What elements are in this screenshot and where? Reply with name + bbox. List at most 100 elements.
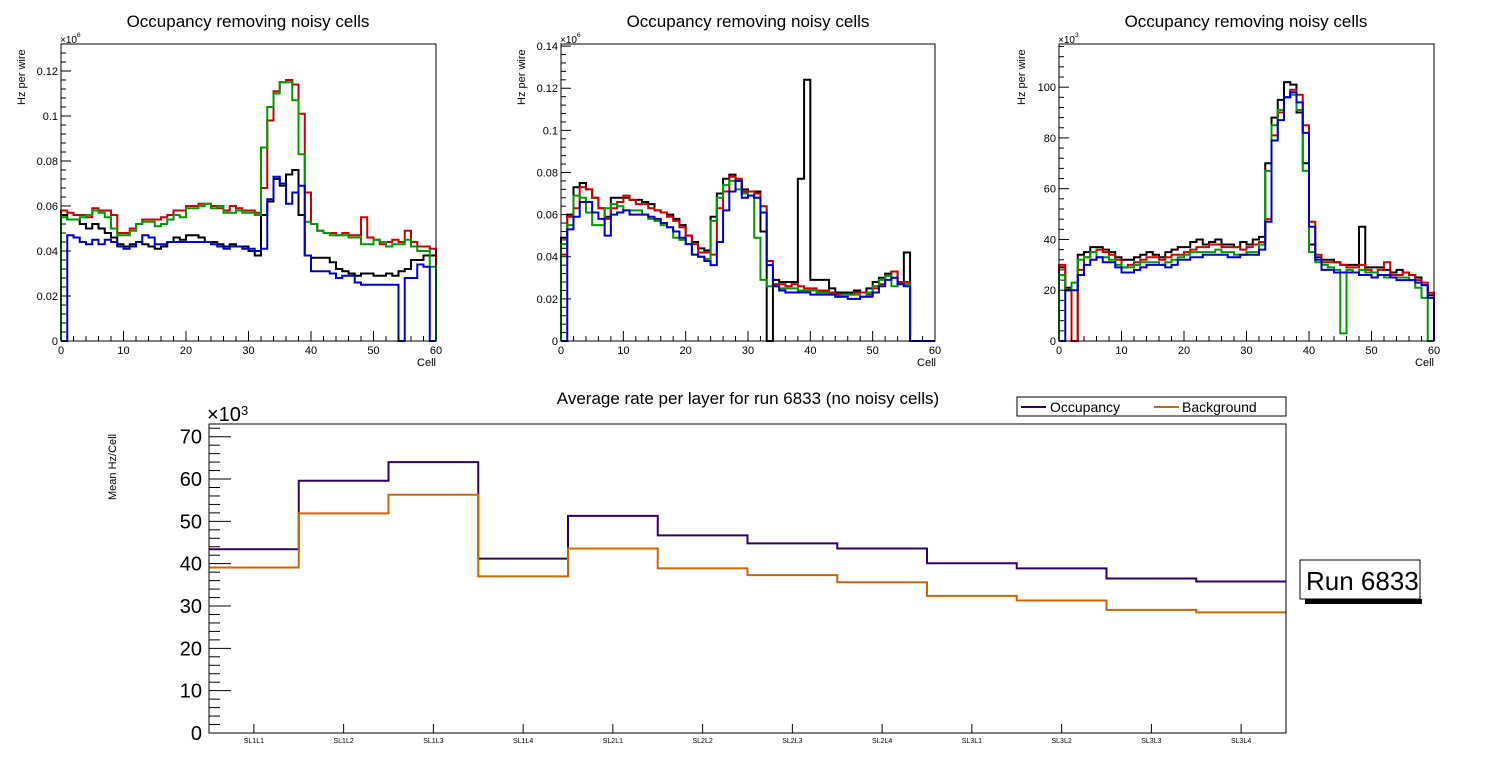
panel-2-x-tick-label: 20 [680, 345, 692, 357]
panel-2-y-tick-label: 0.06 [537, 210, 558, 222]
average-rate-y-multiplier: ×103 [207, 403, 248, 426]
average-rate-category-label: SL3L1 [962, 738, 982, 745]
panel-2-series-red [560, 175, 935, 342]
panel-1-y-tick-label: 0.06 [37, 201, 58, 213]
average-rate-category-label: SL3L2 [1052, 738, 1072, 745]
panel-1-x-tick-label: 0 [58, 345, 64, 357]
panel-3-y-tick-label: 0 [1050, 336, 1056, 348]
average-rate-category-label: SL1L3 [423, 738, 443, 745]
panel-1-x-tick-label: 40 [305, 345, 317, 357]
panel-1-series-black [60, 169, 437, 341]
panel-1-series-blue [61, 175, 436, 342]
average-rate-y-tick-label: 50 [180, 511, 202, 533]
panel-3-series-red [1058, 88, 1435, 342]
average-rate-category-label: SL3L4 [1231, 738, 1251, 745]
panel-3-y-tick-label: 100 [1038, 82, 1056, 94]
panel-1-series-red [60, 79, 437, 341]
panel-2-y-tick-label: 0.12 [537, 83, 558, 95]
panel-1-y-tick-label: 0.02 [37, 291, 58, 303]
average-rate-title: Average rate per layer for run 6833 (no … [557, 389, 939, 408]
panel-3-series-blue [1059, 91, 1435, 342]
panel-2-y-tick-label: 0.04 [537, 252, 558, 264]
panel-1-x-tick-label: 30 [242, 345, 254, 357]
panel-1-y-tick-label: 0.1 [43, 111, 58, 123]
panel-3-y-tick-label: 60 [1044, 184, 1056, 196]
average-rate-category-label: SL1L2 [334, 738, 354, 745]
panel-2-title: Occupancy removing noisy cells [627, 12, 870, 31]
panel-2-x-tick-label: 10 [617, 345, 629, 357]
panel-3-x-tick-label: 60 [1428, 345, 1440, 357]
panel-1-y-tick-label: 0.08 [37, 156, 58, 168]
run-label-frame [1299, 559, 1421, 600]
panel-3-y-tick-label: 20 [1044, 285, 1056, 297]
panel-3-frame [1058, 43, 1435, 342]
panel-3-y-tick-label: 40 [1044, 234, 1056, 246]
average-rate-ylabel: Mean Hz/Cell [107, 434, 119, 500]
panel-occupancy-2: Occupancy removing noisy cells ×106 Hz p… [516, 12, 941, 369]
panel-1-x-tick-label: 50 [367, 345, 379, 357]
panel-3-x-tick-label: 30 [1240, 345, 1252, 357]
average-rate-y-tick-label: 0 [191, 723, 202, 745]
panel-3-series-green [1058, 93, 1434, 342]
panel-3-y-tick-label: 80 [1044, 133, 1056, 145]
average-rate-y-tick-label: 10 [180, 681, 202, 703]
panel-2-y-multiplier: ×106 [560, 32, 581, 46]
panel-3-x-tick-label: 20 [1178, 345, 1190, 357]
panel-3-series-black [1058, 81, 1435, 342]
panel-1-x-tick-label: 20 [180, 345, 192, 357]
panel-1-title: Occupancy removing noisy cells [127, 12, 370, 31]
panel-3-x-tick-label: 40 [1303, 345, 1315, 357]
average-rate-series-occupancy [209, 461, 1286, 583]
run-label: Run 6833 [1306, 566, 1419, 596]
panel-1-y-tick-label: 0.12 [37, 66, 58, 78]
legend-label-background: Background [1182, 399, 1257, 415]
panel-2-ylabel: Hz per wire [516, 49, 528, 105]
average-rate-y-tick-label: 70 [180, 427, 202, 449]
panel-1-series-green [60, 81, 437, 341]
panel-3-x-tick-label: 10 [1115, 345, 1127, 357]
legend-label-occupancy: Occupancy [1050, 399, 1120, 415]
average-rate-category-label: SL2L2 [693, 738, 713, 745]
panel-3-title: Occupancy removing noisy cells [1125, 12, 1368, 31]
panel-3-ylabel: Hz per wire [1016, 49, 1028, 105]
panel-2-x-tick-label: 40 [804, 345, 816, 357]
legend-box [1016, 396, 1287, 417]
panel-2-x-tick-label: 30 [742, 345, 754, 357]
panel-2-x-tick-label: 0 [558, 345, 564, 357]
average-rate-category-label: SL1L1 [244, 738, 264, 745]
legend: Occupancy Background [1016, 396, 1287, 417]
panel-1-ylabel: Hz per wire [16, 49, 28, 105]
average-rate-y-tick-label: 20 [180, 638, 202, 660]
panel-3-x-tick-label: 50 [1365, 345, 1377, 357]
average-rate-y-tick-label: 60 [180, 469, 202, 491]
panel-2-y-tick-label: 0.02 [537, 294, 558, 306]
panel-2-x-tick-label: 50 [867, 345, 879, 357]
panel-1-y-tick-label: 0 [52, 336, 58, 348]
run-label-box: Run 6833 [1299, 559, 1422, 604]
average-rate-frame [208, 423, 1287, 734]
panel-2-y-tick-label: 0.14 [537, 41, 558, 53]
panel-2-y-tick-label: 0 [552, 336, 558, 348]
panel-1-x-tick-label: 10 [117, 345, 129, 357]
panel-occupancy-3: Occupancy removing noisy cells ×103 Hz p… [1016, 12, 1440, 369]
average-rate-category-label: SL1L4 [513, 738, 533, 745]
run-label-shadow [1305, 599, 1422, 604]
average-rate-series-background [209, 493, 1286, 614]
average-rate-category-label: SL2L1 [603, 738, 623, 745]
panel-2-frame [560, 43, 936, 342]
panel-2-y-tick-label: 0.1 [543, 125, 558, 137]
panel-3-x-tick-label: 0 [1056, 345, 1062, 357]
panel-1-frame [60, 43, 437, 342]
panel-occupancy-1: Occupancy removing noisy cells ×106 Hz p… [16, 12, 442, 369]
panel-1-y-tick-label: 0.04 [37, 246, 58, 258]
panel-2-x-tick-label: 60 [929, 345, 941, 357]
panel-1-y-multiplier: ×106 [60, 32, 81, 46]
panel-2-series-blue [561, 179, 935, 342]
average-rate-category-label: SL2L4 [872, 738, 892, 745]
panel-2-y-tick-label: 0.08 [537, 167, 558, 179]
average-rate-category-label: SL3L3 [1141, 738, 1161, 745]
panel-3-xlabel: Cell [1415, 357, 1434, 369]
panel-2-xlabel: Cell [917, 357, 936, 369]
panel-average-rate: Average rate per layer for run 6833 (no … [107, 389, 1422, 745]
